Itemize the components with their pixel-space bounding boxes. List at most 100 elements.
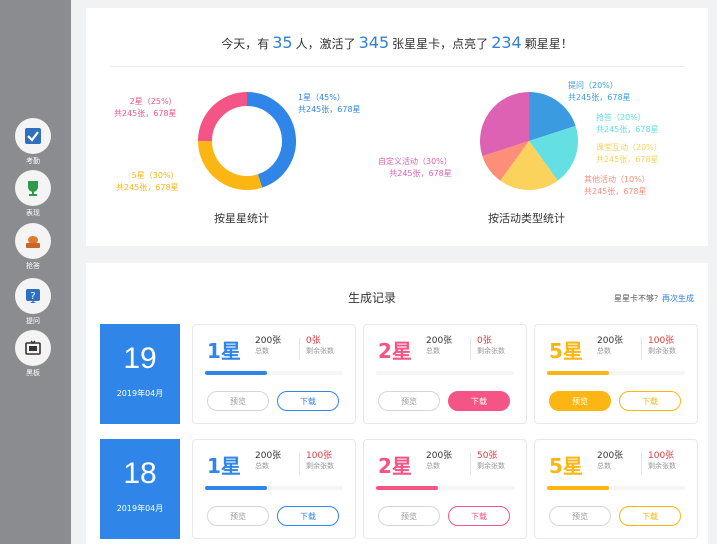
question-icon: ? — [26, 289, 40, 303]
donut-label-5star: 5星（30%） 共245张，678星 — [116, 170, 179, 194]
slice-detail: 共245张，678星 — [114, 109, 177, 118]
slice-name: 课堂互动（20%） — [596, 143, 662, 152]
total-count: 200张 总数 — [426, 336, 452, 356]
progress-track — [205, 371, 343, 375]
pie-label-other: 其他活动（10%） 共245张，678星 — [584, 174, 650, 198]
pie-slice — [529, 125, 578, 181]
preview-button[interactable]: 预览 — [207, 391, 269, 411]
sidebar-item-label: 表现 — [26, 209, 40, 217]
pie-slice — [482, 141, 529, 181]
sidebar-item-label: 黑板 — [26, 369, 40, 377]
total-label: 总数 — [597, 462, 611, 470]
date-box: 19 2019年04月 — [100, 324, 180, 424]
download-button[interactable]: 下载 — [448, 506, 510, 526]
records-panel: 生成记录 星星卡不够？再次生成 19 2019年04月 1星 200张 总数 0张 剩余张数… — [86, 263, 708, 544]
slice-detail: 共245张，678星 — [116, 183, 179, 192]
star-card: 1星 200张 总数 100张 剩余张数 预览 下载 — [192, 439, 356, 539]
card-divider — [470, 453, 471, 475]
star-level: 5星 — [549, 454, 583, 478]
remaining-count: 100张 剩余张数 — [648, 336, 676, 356]
slice-name: 1星（45%） — [298, 93, 345, 102]
records-note: 星星卡不够？再次生成 — [614, 293, 694, 304]
date-day: 18 — [123, 457, 157, 490]
regenerate-link[interactable]: 再次生成 — [662, 294, 694, 303]
pie-label-buzzer: 抢答（20%） 共245张，678星 — [596, 112, 659, 136]
slice-name: 其他活动（10%） — [584, 175, 650, 184]
date-box: 18 2019年04月 — [100, 439, 180, 539]
card-divider — [641, 338, 642, 360]
preview-button[interactable]: 预览 — [378, 391, 440, 411]
sidebar-icon-bg — [15, 223, 51, 259]
card-divider — [641, 453, 642, 475]
download-button[interactable]: 下载 — [619, 506, 681, 526]
slice-detail: 共245张，678星 — [596, 125, 659, 134]
remaining-label: 剩余张数 — [477, 347, 505, 355]
sidebar: 考勤 表现 抢答 ? 提问 黑板 — [0, 0, 71, 544]
star-chart-title: 按星星统计 — [214, 212, 269, 225]
remaining-count: 0张 剩余张数 — [306, 336, 334, 356]
cards-count: 345 — [358, 33, 390, 52]
total-value: 200张 — [255, 451, 282, 461]
progress-fill — [547, 371, 610, 375]
total-count: 200张 总数 — [597, 451, 623, 471]
star-card: 2星 200张 总数 0张 剩余张数 预览 下载 — [363, 324, 527, 424]
total-count: 200张 总数 — [426, 451, 452, 471]
total-value: 200张 — [255, 336, 282, 346]
slice-detail: 共245张，678星 — [568, 93, 631, 102]
download-button[interactable]: 下载 — [619, 391, 681, 411]
total-count: 200张 总数 — [255, 451, 281, 471]
total-count: 200张 总数 — [597, 336, 623, 356]
pie-slice — [529, 92, 576, 141]
blackboard-icon — [25, 340, 41, 355]
download-button[interactable]: 下载 — [277, 391, 339, 411]
star-level: 2星 — [378, 454, 412, 478]
date-month: 2019年04月 — [116, 504, 164, 513]
preview-button[interactable]: 预览 — [378, 506, 440, 526]
pie-label-question: 提问（20%） 共245张，678星 — [568, 80, 631, 104]
card-divider — [299, 338, 300, 360]
summary-text: 今天，有 — [221, 37, 270, 51]
slice-name: 自定义活动（30%） — [378, 157, 452, 166]
donut-slice — [198, 140, 263, 190]
sidebar-item-question[interactable]: ? 提问 — [10, 278, 56, 326]
date-month: 2019年04月 — [116, 389, 164, 398]
progress-fill — [205, 371, 268, 375]
preview-button[interactable]: 预览 — [549, 391, 611, 411]
total-count: 200张 总数 — [255, 336, 281, 356]
star-donut-chart — [198, 92, 296, 190]
download-button[interactable]: 下载 — [448, 391, 510, 411]
remaining-count: 100张 剩余张数 — [306, 451, 334, 471]
stats-panel: 今天，有 35 人，激活了 345 张星星卡，点亮了 234 颗星星！ 1星（45%） 共24… — [86, 8, 708, 246]
progress-fill — [547, 486, 610, 490]
star-card: 1星 200张 总数 0张 剩余张数 预览 下载 — [192, 324, 356, 424]
sidebar-item-attendance[interactable]: 考勤 — [10, 118, 56, 166]
summary-text: 人，激活了 — [295, 37, 356, 51]
donut-slice — [198, 92, 248, 142]
sidebar-item-label: 考勤 — [26, 157, 40, 165]
sidebar-item-label: 提问 — [26, 317, 40, 325]
pie-label-interaction: 课堂互动（20%） 共245张，678星 — [596, 142, 662, 166]
sidebar-item-blackboard[interactable]: 黑板 — [10, 330, 56, 378]
remaining-count: 100张 剩余张数 — [648, 451, 676, 471]
date-day: 19 — [123, 342, 157, 375]
remaining-value: 100张 — [648, 336, 675, 346]
progress-track — [376, 486, 514, 490]
progress-fill — [376, 486, 439, 490]
total-value: 200张 — [426, 451, 453, 461]
donut-label-1star: 1星（45%） 共245张，678星 — [298, 92, 361, 116]
slice-detail: 共245张，678星 — [389, 169, 452, 178]
total-label: 总数 — [597, 347, 611, 355]
download-button[interactable]: 下载 — [277, 506, 339, 526]
slice-name: 2星（25%） — [129, 97, 177, 106]
sidebar-item-buzzer[interactable]: 抢答 — [10, 223, 56, 271]
preview-button[interactable]: 预览 — [207, 506, 269, 526]
donut-slice — [246, 92, 296, 188]
slice-name: 抢答（20%） — [596, 113, 646, 122]
preview-button[interactable]: 预览 — [549, 506, 611, 526]
svg-text:?: ? — [30, 291, 35, 302]
star-level: 2星 — [378, 339, 412, 363]
remaining-label: 剩余张数 — [477, 462, 505, 470]
star-card: 5星 200张 总数 100张 剩余张数预览 下载 — [534, 439, 698, 539]
sidebar-item-performance[interactable]: 表现 — [10, 170, 56, 218]
people-count: 35 — [272, 33, 293, 52]
